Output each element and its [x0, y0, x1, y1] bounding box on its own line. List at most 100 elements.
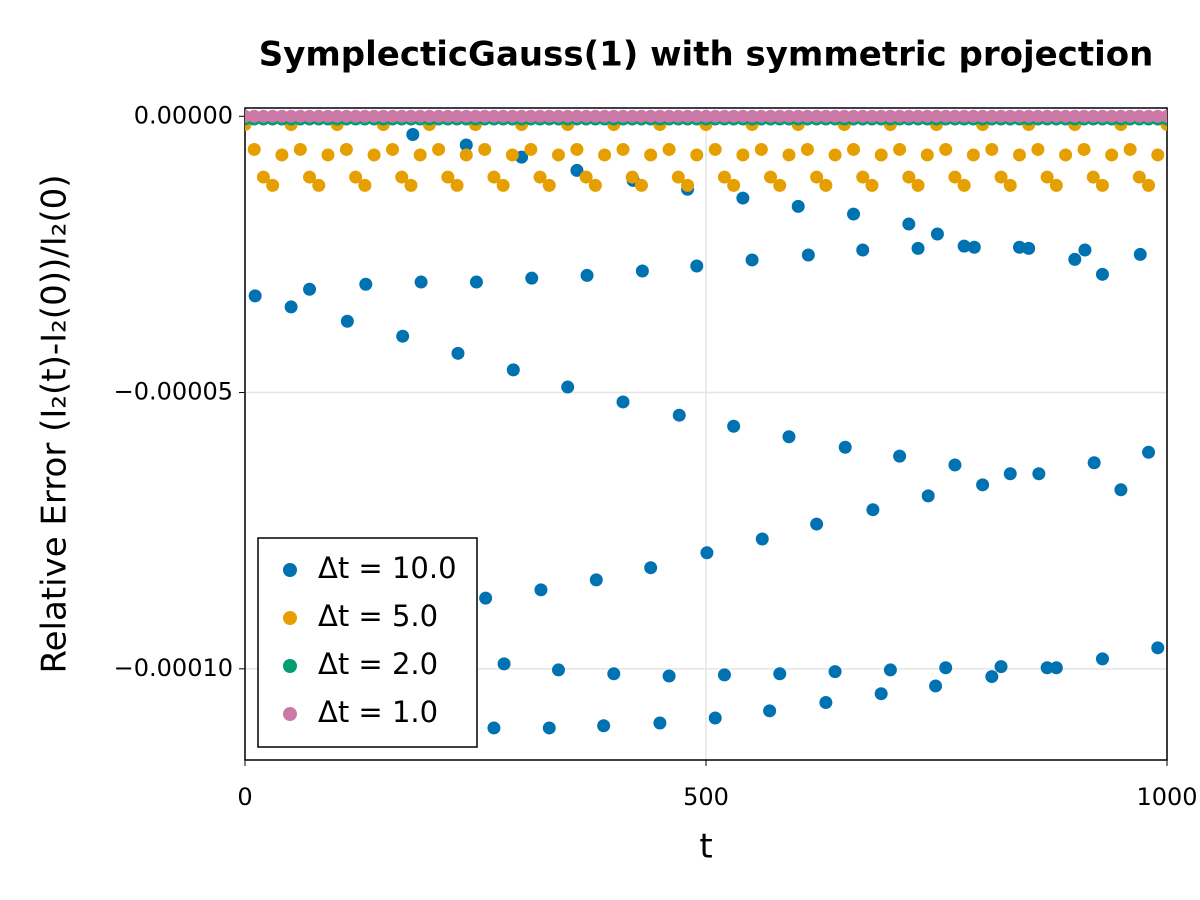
point: [736, 148, 750, 162]
point: [505, 109, 519, 123]
point: [339, 142, 353, 156]
point: [671, 109, 685, 123]
point: [1068, 109, 1082, 123]
point: [588, 178, 602, 192]
point: [1012, 109, 1026, 123]
point: [948, 109, 962, 123]
point: [579, 170, 593, 184]
point: [782, 109, 796, 123]
point: [1142, 109, 1156, 123]
point: [497, 657, 511, 671]
point: [1003, 109, 1017, 123]
point: [976, 478, 990, 492]
point: [634, 109, 648, 123]
point: [1123, 109, 1137, 123]
point: [275, 148, 289, 162]
point: [413, 109, 427, 123]
point: [404, 178, 418, 192]
point: [367, 148, 381, 162]
point: [506, 363, 520, 377]
point: [800, 109, 814, 123]
point: [293, 109, 307, 123]
point: [1077, 109, 1091, 123]
point: [1059, 109, 1073, 123]
point: [911, 178, 925, 192]
point: [293, 142, 307, 156]
point: [690, 259, 704, 273]
point: [1095, 178, 1109, 192]
point: [994, 170, 1008, 184]
point: [681, 109, 695, 123]
point: [717, 668, 731, 682]
point: [736, 109, 750, 123]
point: [340, 314, 354, 328]
point: [948, 170, 962, 184]
point: [1132, 170, 1146, 184]
point: [994, 109, 1008, 123]
point: [1003, 467, 1017, 481]
point: [1095, 652, 1109, 666]
point: [671, 170, 685, 184]
x-axis-label: t: [699, 827, 712, 867]
point: [1086, 170, 1100, 184]
point: [948, 458, 962, 472]
point: [395, 109, 409, 123]
point: [1114, 483, 1128, 497]
point: [1068, 252, 1082, 266]
point: [1040, 661, 1054, 675]
point: [1160, 109, 1167, 123]
point: [570, 142, 584, 156]
chart-title: SymplecticGauss(1) with symmetric projec…: [259, 35, 1154, 75]
point: [312, 109, 326, 123]
point: [561, 109, 575, 123]
point: [597, 719, 611, 733]
point: [1031, 142, 1045, 156]
point: [893, 449, 907, 463]
legend-marker: [283, 611, 297, 625]
point: [404, 109, 418, 123]
point: [487, 109, 501, 123]
point: [902, 109, 916, 123]
point: [459, 138, 473, 152]
point: [525, 271, 539, 285]
point: [635, 264, 649, 278]
point: [893, 142, 907, 156]
point: [874, 687, 888, 701]
point: [515, 109, 529, 123]
point: [284, 109, 298, 123]
point: [690, 109, 704, 123]
point: [865, 178, 879, 192]
point: [312, 178, 326, 192]
point: [755, 532, 769, 546]
point: [801, 248, 815, 262]
point: [634, 178, 648, 192]
point: [450, 109, 464, 123]
point: [359, 277, 373, 291]
point: [1049, 178, 1063, 192]
point: [1032, 467, 1046, 481]
point: [883, 663, 897, 677]
point: [929, 679, 943, 693]
point: [985, 142, 999, 156]
point: [524, 142, 538, 156]
point: [386, 109, 400, 123]
point: [284, 300, 298, 314]
point: [616, 142, 630, 156]
point: [763, 704, 777, 718]
point: [865, 109, 879, 123]
point: [551, 109, 565, 123]
point: [764, 109, 778, 123]
point: [856, 243, 870, 257]
point: [810, 170, 824, 184]
point: [358, 109, 372, 123]
point: [727, 419, 741, 433]
x-tick-label: 1000: [1136, 783, 1197, 811]
point: [782, 148, 796, 162]
point: [487, 721, 501, 735]
point: [1133, 247, 1147, 261]
point: [1059, 148, 1073, 162]
point: [349, 109, 363, 123]
point: [1095, 267, 1109, 281]
point: [708, 109, 722, 123]
